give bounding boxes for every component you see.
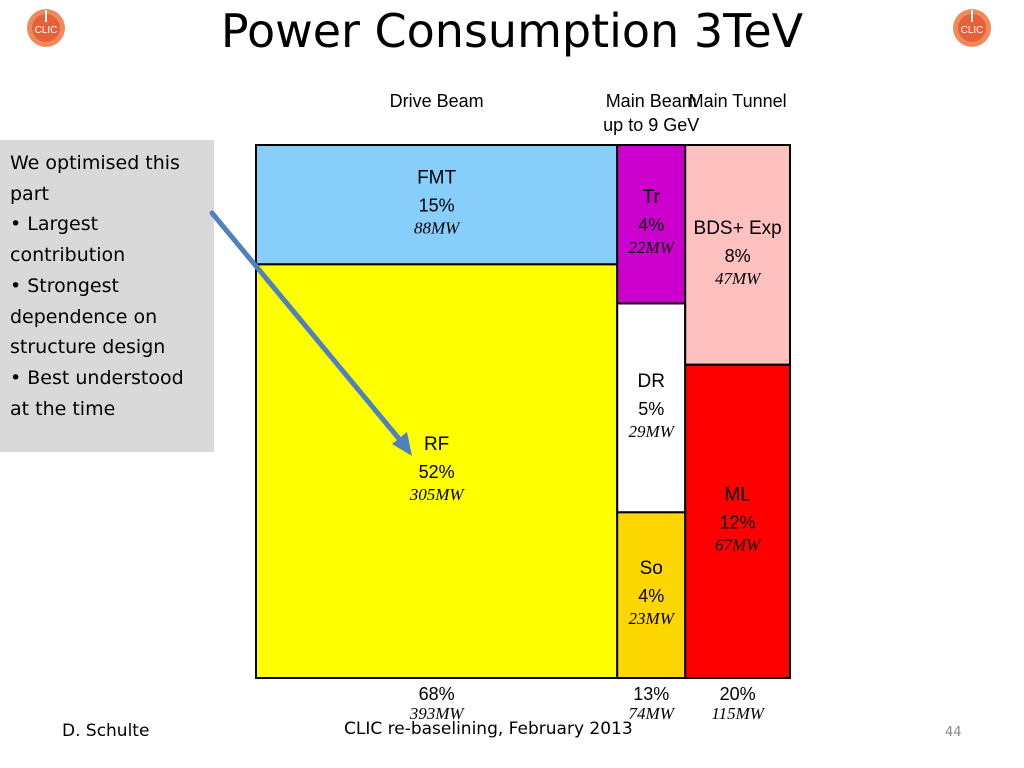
group-header-label: Main Tunnel [689, 91, 787, 111]
group-total-power: 115MW [711, 704, 765, 723]
clic-logo-icon: CLIC [27, 9, 65, 47]
note-line: We optimised this [10, 152, 180, 174]
cell-percent-label: 5% [638, 399, 664, 419]
note-line: • Strongest [10, 274, 119, 297]
cell-percent-label: 4% [638, 215, 664, 235]
cell-name-label: DR [637, 371, 664, 392]
cell-power-label: 67MW [715, 535, 762, 554]
cell-name-label: Tr [643, 187, 661, 208]
page-number: 44 [945, 725, 962, 740]
cell-name-label: RF [424, 434, 449, 455]
group-header-label: Drive Beam [390, 91, 484, 111]
cell-name-label: FMT [417, 168, 456, 189]
note-line: structure design [10, 336, 166, 359]
group-header-label: up to 9 GeV [603, 115, 699, 135]
note-line: contribution [10, 244, 126, 267]
note-line: part [10, 182, 49, 205]
group-header-label: Main Beam [606, 91, 697, 111]
group-total-percent: 20% [720, 684, 756, 704]
note-line: • Best understood [10, 366, 184, 389]
cell-bds-exp [684, 144, 792, 366]
footer-event: CLIC re-baselining, February 2013 [344, 719, 633, 739]
cell-name-label: BDS+ Exp [694, 218, 782, 239]
cell-power-label: 88MW [414, 219, 461, 238]
clic-logo-icon: CLIC [953, 9, 991, 47]
cell-tr [616, 144, 687, 305]
note-box: We optimised this part • Largest contrib… [0, 140, 214, 452]
svg-text:CLIC: CLIC [961, 25, 984, 36]
cell-power-label: 305MW [409, 485, 466, 504]
svg-text:CLIC: CLIC [35, 25, 58, 36]
cell-power-label: 23MW [629, 609, 676, 628]
cell-percent-label: 8% [725, 246, 751, 266]
group-total-percent: 68% [419, 684, 455, 704]
note-line: at the time [10, 397, 116, 420]
group-total-percent: 13% [633, 684, 669, 704]
cell-power-label: 47MW [715, 269, 762, 288]
cell-so [616, 511, 687, 679]
cell-percent-label: 4% [638, 586, 664, 606]
cell-ml [684, 363, 792, 679]
cell-name-label: ML [724, 484, 750, 505]
group-total-power: 74MW [629, 704, 676, 723]
cell-power-label: 29MW [629, 422, 676, 441]
cell-percent-label: 52% [419, 462, 455, 482]
cell-name-label: So [640, 558, 663, 579]
cell-power-label: 22MW [629, 238, 676, 257]
note-line: • Largest [10, 213, 99, 236]
group-total-power: 393MW [409, 704, 466, 723]
slide-title: Power Consumption 3TeV [220, 4, 804, 58]
note-line: dependence on [10, 305, 158, 328]
footer-author: D. Schulte [62, 721, 150, 741]
cell-percent-label: 12% [720, 512, 756, 532]
cell-percent-label: 15% [419, 196, 455, 216]
